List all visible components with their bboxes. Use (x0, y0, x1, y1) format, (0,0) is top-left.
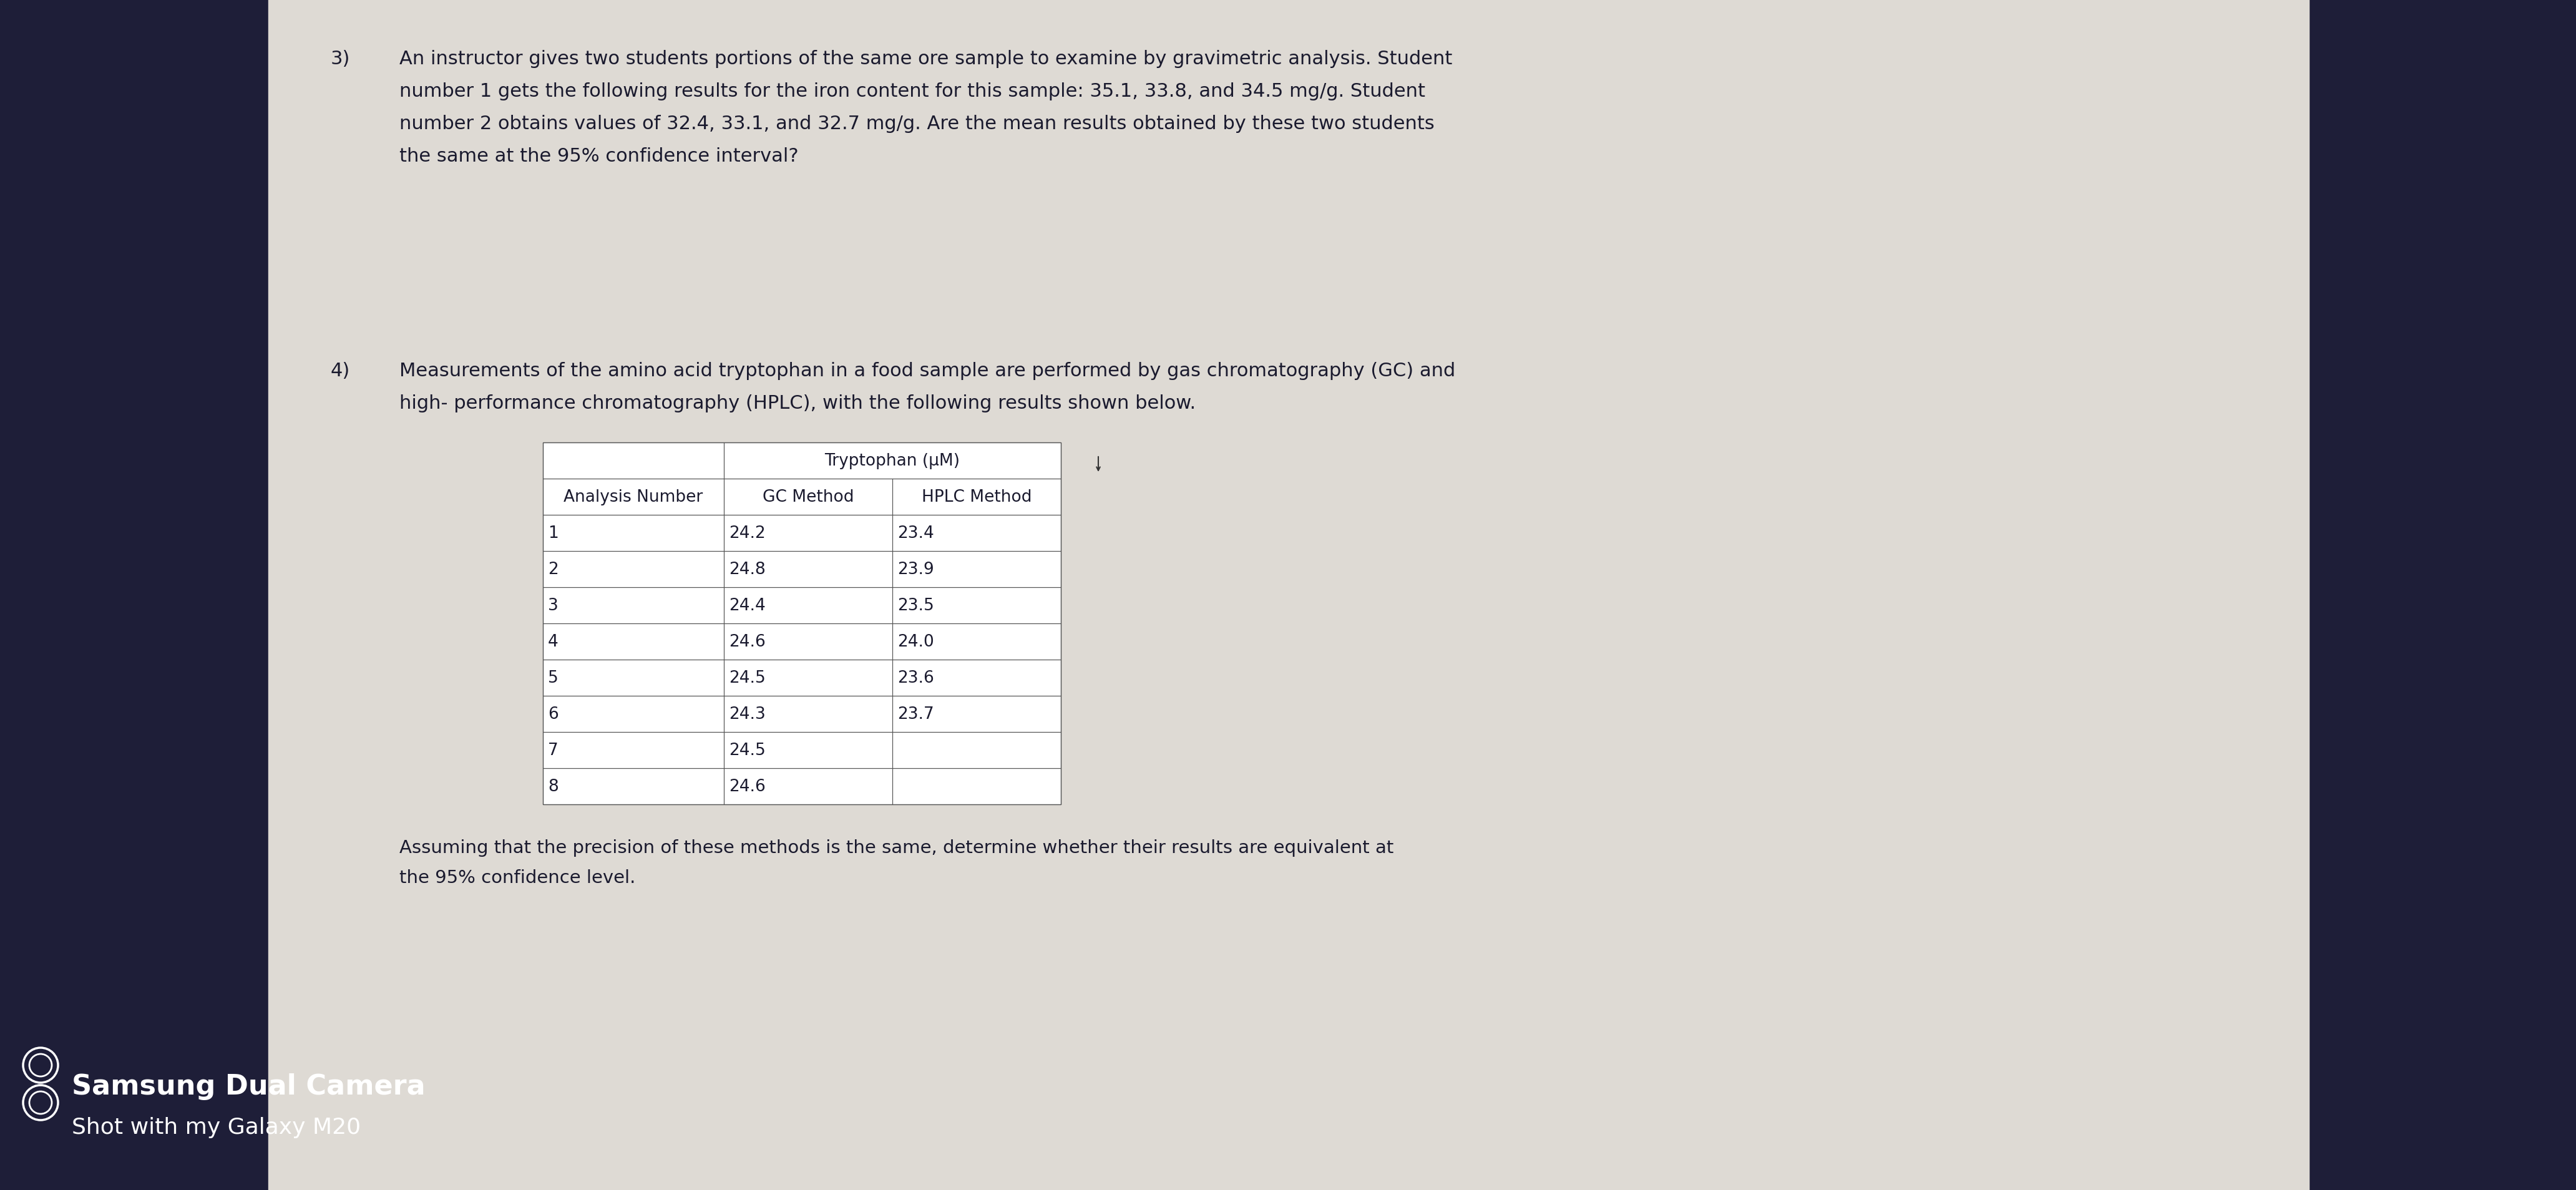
Bar (0, 0, 268, 1190)
Text: 2: 2 (549, 562, 559, 577)
Bar (268, 0, 2308, 1190)
Bar (2308, 0, 2576, 1190)
Text: GC Method: GC Method (762, 489, 853, 506)
Text: 24.6: 24.6 (729, 778, 765, 795)
Bar (891, 660, 1061, 696)
Text: 7: 7 (549, 743, 559, 758)
Bar (891, 732, 1061, 769)
Bar (891, 480, 1061, 515)
Bar (544, 769, 724, 804)
Bar (891, 769, 1061, 804)
Text: the same at the 95% confidence interval?: the same at the 95% confidence interval? (399, 148, 799, 165)
Text: 23.6: 23.6 (896, 670, 935, 687)
Bar (891, 588, 1061, 624)
Text: number 1 gets the following results for the iron content for this sample: 35.1, : number 1 gets the following results for … (399, 82, 1425, 100)
Bar (544, 696, 724, 732)
Bar (724, 769, 891, 804)
Text: 8: 8 (549, 778, 559, 795)
Text: 24.0: 24.0 (896, 633, 935, 650)
Text: 24.6: 24.6 (729, 633, 765, 650)
Text: 23.5: 23.5 (896, 597, 935, 614)
Bar (544, 443, 1061, 804)
Text: Analysis Number: Analysis Number (564, 489, 703, 506)
Text: Measurements of the amino acid tryptophan in a food sample are performed by gas : Measurements of the amino acid tryptopha… (399, 362, 1455, 380)
Text: 6: 6 (549, 706, 559, 722)
Text: 24.2: 24.2 (729, 525, 765, 541)
Text: 1: 1 (549, 525, 559, 541)
Bar (544, 732, 724, 769)
Bar (724, 732, 891, 769)
Text: HPLC Method: HPLC Method (922, 489, 1030, 506)
Bar (724, 443, 1061, 480)
Bar (544, 588, 724, 624)
Text: 24.3: 24.3 (729, 706, 765, 722)
Text: 24.8: 24.8 (729, 562, 765, 577)
Text: Assuming that the precision of these methods is the same, determine whether thei: Assuming that the precision of these met… (399, 839, 1394, 857)
Bar (724, 624, 891, 660)
Bar (724, 551, 891, 588)
Text: 4): 4) (330, 362, 350, 380)
Text: 4: 4 (549, 633, 559, 650)
Text: 3: 3 (549, 597, 559, 614)
Bar (544, 480, 724, 515)
Text: Tryptophan (μM): Tryptophan (μM) (824, 453, 961, 469)
Bar (724, 588, 891, 624)
Text: 23.4: 23.4 (896, 525, 935, 541)
Text: 24.4: 24.4 (729, 597, 765, 614)
Text: 5: 5 (549, 670, 559, 687)
Bar (724, 480, 891, 515)
Bar (724, 660, 891, 696)
Text: 3): 3) (330, 50, 350, 68)
Text: 23.7: 23.7 (896, 706, 935, 722)
Bar (724, 696, 891, 732)
Bar (724, 515, 891, 551)
Text: 23.9: 23.9 (896, 562, 935, 577)
Text: 24.5: 24.5 (729, 670, 765, 687)
Bar (544, 515, 724, 551)
Bar (544, 443, 724, 480)
Text: An instructor gives two students portions of the same ore sample to examine by g: An instructor gives two students portion… (399, 50, 1453, 68)
Text: the 95% confidence level.: the 95% confidence level. (399, 869, 636, 887)
Text: number 2 obtains values of 32.4, 33.1, and 32.7 mg/g. Are the mean results obtai: number 2 obtains values of 32.4, 33.1, a… (399, 114, 1435, 133)
Text: Shot with my Galaxy M20: Shot with my Galaxy M20 (72, 1116, 361, 1138)
Bar (544, 624, 724, 660)
Bar (891, 515, 1061, 551)
Bar (891, 551, 1061, 588)
Text: Samsung Dual Camera: Samsung Dual Camera (72, 1072, 425, 1100)
Text: high- performance chromatography (HPLC), with the following results shown below.: high- performance chromatography (HPLC),… (399, 394, 1195, 412)
Bar (544, 551, 724, 588)
Bar (891, 624, 1061, 660)
Text: 24.5: 24.5 (729, 743, 765, 758)
Bar (544, 660, 724, 696)
Bar (891, 696, 1061, 732)
